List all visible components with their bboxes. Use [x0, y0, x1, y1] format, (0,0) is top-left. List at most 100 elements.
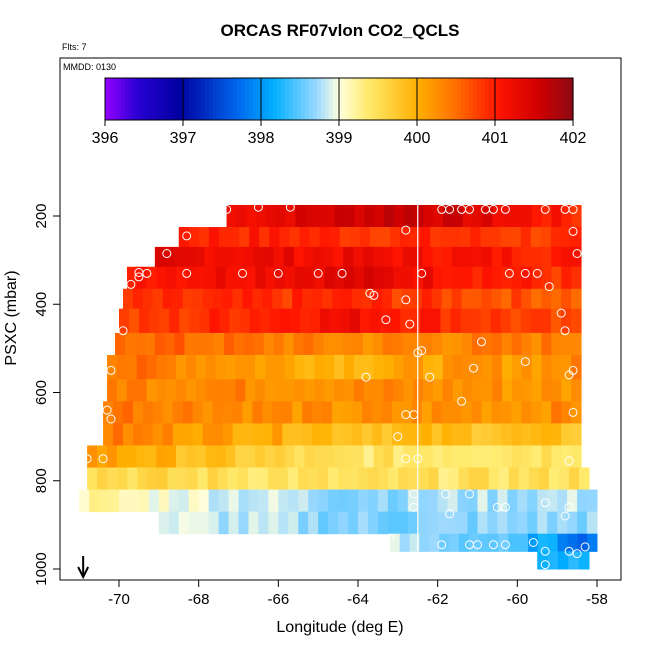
heatmap-cell — [263, 332, 275, 356]
heatmap-cell — [275, 204, 287, 228]
heatmap-cell — [109, 489, 120, 513]
heatmap-cell — [502, 445, 513, 469]
heatmap-cell — [521, 288, 532, 310]
heatmap-cell — [517, 489, 528, 513]
y-tick-label: 800 — [33, 468, 50, 493]
heatmap-cell — [508, 467, 520, 491]
heatmap-cell — [184, 246, 195, 268]
heatmap-cell — [443, 204, 454, 228]
heatmap-cell — [294, 379, 306, 402]
colorbar-cell — [261, 78, 266, 120]
colorbar-cell — [149, 78, 154, 120]
heatmap-cell — [195, 379, 207, 402]
heatmap-cell — [481, 246, 493, 268]
heatmap-cell — [292, 288, 303, 310]
observation-point — [540, 560, 550, 570]
colorbar-cell — [449, 78, 454, 120]
y-tick-label: 400 — [33, 292, 50, 317]
observation-point — [445, 204, 455, 214]
heatmap-cell — [282, 288, 293, 310]
heatmap-cell — [194, 246, 205, 268]
heatmap-cell — [561, 445, 572, 469]
heatmap-cell — [267, 467, 279, 491]
heatmap-cell — [149, 308, 160, 334]
colorbar-cell — [305, 78, 310, 120]
heatmap-cell — [275, 266, 286, 290]
heatmap-cell — [571, 332, 582, 356]
heatmap-cell — [162, 288, 174, 310]
heatmap-cell — [344, 266, 355, 290]
heatmap-cell — [242, 288, 253, 310]
heatmap-cell — [315, 204, 326, 228]
colorbar-cell — [153, 78, 158, 120]
heatmap-cell — [471, 332, 483, 356]
observation-point — [544, 282, 554, 292]
heatmap-cell — [432, 445, 444, 469]
heatmap-cell — [305, 204, 316, 228]
observation-point — [528, 538, 538, 547]
heatmap-cell — [245, 266, 256, 290]
x-axis-label: Longitude (deg E) — [276, 619, 403, 636]
heatmap-cell — [284, 379, 296, 402]
observation-point — [401, 225, 411, 235]
x-axis: -70 -68 -66 -64 -62 -60 -58 — [108, 580, 608, 608]
heatmap-cell — [159, 308, 170, 334]
heatmap-cell — [164, 246, 176, 268]
heatmap-cell — [328, 511, 339, 535]
heatmap-cell — [421, 401, 433, 424]
heatmap-cell — [127, 467, 138, 491]
heatmap-cell — [152, 288, 164, 310]
heatmap-cell — [557, 511, 568, 535]
heatmap-cell — [342, 401, 353, 424]
heatmap-cell — [157, 467, 168, 491]
observation-point — [556, 308, 566, 318]
heatmap-cell — [139, 308, 150, 334]
heatmap-cell — [137, 467, 148, 491]
heatmap-cell — [304, 266, 316, 290]
heatmap-cell — [245, 379, 256, 402]
heatmap-cell — [126, 266, 138, 290]
colorbar-cell — [277, 78, 282, 120]
heatmap-cell — [176, 354, 187, 380]
observation-point — [465, 489, 474, 499]
colorbar-cell — [325, 78, 330, 120]
heatmap-cell — [188, 227, 200, 248]
colorbar-cell — [301, 78, 306, 120]
heatmap-cell — [318, 511, 329, 535]
colorbar-cell — [241, 78, 246, 120]
colorbar-cell — [541, 78, 546, 120]
heatmap-cell — [373, 354, 385, 380]
heatmap-cell — [253, 246, 265, 268]
heatmap-cell — [451, 401, 463, 424]
heatmap-cell — [328, 489, 339, 513]
colorbar-cell — [377, 78, 382, 120]
heatmap-cell — [329, 227, 341, 248]
heatmap-cell — [284, 445, 296, 469]
heatmap-cell — [372, 246, 384, 268]
heatmap-cell — [577, 489, 588, 513]
heatmap-cell — [309, 227, 321, 248]
heatmap-cell — [413, 354, 424, 380]
heatmap-cell — [551, 379, 562, 402]
heatmap-cell — [413, 266, 424, 290]
heatmap-cell — [577, 533, 588, 552]
observation-point — [504, 268, 514, 278]
heatmap-cell — [302, 401, 313, 424]
heatmap-cell — [212, 401, 224, 424]
heatmap-cell — [228, 489, 239, 513]
heatmap-cell — [511, 246, 523, 268]
heatmap-cell — [354, 204, 365, 228]
heatmap-cell — [491, 401, 502, 424]
heatmap-cell — [322, 423, 333, 446]
observation-point — [564, 456, 574, 466]
heatmap-cell — [439, 533, 450, 552]
heatmap-cell — [561, 332, 572, 356]
heatmap-cell — [578, 551, 590, 570]
heatmap-cell — [507, 489, 518, 513]
heatmap-cell — [472, 445, 483, 469]
observation-point — [469, 363, 478, 373]
heatmap-cell — [352, 401, 363, 424]
heatmap-cell — [481, 401, 492, 424]
colorbar-cell — [397, 78, 402, 120]
heatmap-cell — [541, 204, 553, 228]
